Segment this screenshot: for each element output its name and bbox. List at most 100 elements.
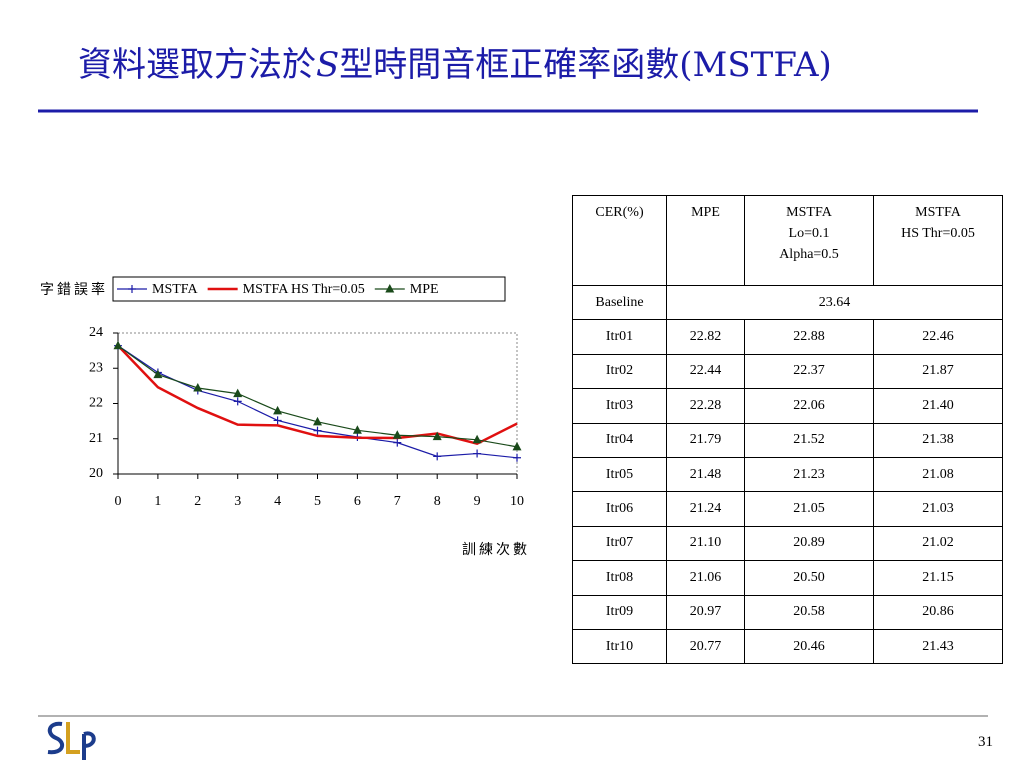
series-line bbox=[117, 344, 518, 446]
x-axis-title: 訓練次數 bbox=[462, 542, 530, 558]
table-cell: 22.28 bbox=[666, 388, 745, 424]
table-cell: Itr08 bbox=[572, 560, 667, 596]
marker bbox=[433, 452, 442, 461]
x-tick-label: 1 bbox=[154, 494, 161, 509]
x-tick-label: 5 bbox=[314, 494, 321, 509]
table-cell: 21.06 bbox=[666, 560, 745, 596]
marker bbox=[393, 438, 402, 447]
slide-title: 資料選取方法於S型時間音框正確率函數(MSTFA) bbox=[78, 45, 832, 85]
table-cell: 21.23 bbox=[744, 456, 874, 493]
table-row: Itr08 21.06 20.50 21.15 bbox=[572, 560, 1003, 596]
page-number: 31 bbox=[978, 734, 993, 750]
marker bbox=[233, 397, 242, 406]
table-cell: MPE bbox=[666, 195, 745, 286]
table-cell: Baseline bbox=[572, 284, 667, 321]
marker bbox=[385, 284, 395, 293]
marker bbox=[473, 449, 482, 458]
marker bbox=[352, 425, 362, 434]
header-line: MPE bbox=[691, 205, 720, 220]
table-row: Itr06 21.24 21.05 21.03 bbox=[572, 491, 1003, 527]
table-row: Itr02 22.44 22.37 21.87 bbox=[572, 353, 1003, 390]
table-cell: 21.40 bbox=[873, 388, 1003, 424]
table-cell: 21.08 bbox=[873, 456, 1003, 493]
table-cell: Itr07 bbox=[572, 525, 667, 562]
table-cell: 21.48 bbox=[666, 456, 745, 493]
table-row: Baseline 23.64 bbox=[572, 284, 1003, 321]
marker bbox=[472, 434, 482, 444]
table-row: Itr10 20.77 20.46 21.43 bbox=[572, 628, 1003, 665]
x-tick-label: 6 bbox=[354, 494, 361, 509]
table-cell: 21.10 bbox=[666, 525, 745, 562]
table-cell: 21.03 bbox=[873, 491, 1003, 527]
x-tick-label: 3 bbox=[234, 494, 241, 509]
table-cell: Itr02 bbox=[572, 353, 667, 390]
x-tick-label: 8 bbox=[434, 494, 441, 509]
table-cell: MSTFA HS Thr=0.05 bbox=[873, 195, 1003, 286]
y-tick-label: 24 bbox=[89, 325, 103, 340]
results-table: CER(%) MPE MSTFA Lo=0.1 Alpha=0.5 MSTFA HS Thr… bbox=[572, 195, 1003, 665]
table-cell: 21.43 bbox=[873, 628, 1003, 665]
marker bbox=[432, 431, 442, 441]
table-cell: 20.86 bbox=[873, 594, 1003, 630]
table-cell: 23.64 bbox=[666, 284, 1003, 321]
table-cell: 21.79 bbox=[666, 422, 745, 458]
table-cell: 22.44 bbox=[666, 353, 745, 390]
table-cell: 21.15 bbox=[873, 560, 1003, 596]
table-row: CER(%) MPE MSTFA Lo=0.1 Alpha=0.5 MSTFA HS Thr… bbox=[572, 195, 1003, 286]
legend-box bbox=[112, 276, 506, 302]
table-row: Itr05 21.48 21.23 21.08 bbox=[572, 456, 1003, 493]
table-cell: 21.02 bbox=[873, 525, 1003, 562]
table-cell: MSTFA Lo=0.1 Alpha=0.5 bbox=[744, 195, 874, 286]
marker bbox=[153, 369, 163, 379]
table-cell: 21.38 bbox=[873, 422, 1003, 458]
legend-label: MSTFA HS Thr=0.05 bbox=[243, 282, 365, 297]
table-row: Itr03 22.28 22.06 21.40 bbox=[572, 388, 1003, 424]
table-cell: 22.37 bbox=[744, 353, 874, 390]
table-cell: 22.06 bbox=[744, 388, 874, 424]
y-tick-label: 22 bbox=[89, 396, 103, 411]
marker bbox=[313, 416, 322, 426]
table-row: Itr07 21.10 20.89 21.02 bbox=[572, 525, 1003, 562]
x-tick-label: 0 bbox=[115, 494, 122, 509]
legend-label: MSTFA bbox=[152, 282, 199, 297]
title-part: 資料選取方法於 bbox=[78, 45, 316, 85]
x-tick-label: 10 bbox=[510, 494, 524, 509]
marker bbox=[512, 441, 522, 451]
x-tick-label: 2 bbox=[194, 494, 201, 509]
title-part: S bbox=[316, 45, 339, 85]
table-cell: 20.77 bbox=[666, 628, 745, 665]
table-cell: 20.89 bbox=[744, 525, 874, 562]
x-tick-label: 4 bbox=[274, 494, 281, 509]
header-line: HS Thr=0.05 bbox=[901, 226, 975, 241]
marker bbox=[128, 285, 136, 293]
y-tick-label: 23 bbox=[89, 360, 103, 375]
table-cell: 21.24 bbox=[666, 491, 745, 527]
table-cell: 21.52 bbox=[744, 422, 874, 458]
legend-label: MPE bbox=[410, 282, 439, 297]
table-cell: 21.87 bbox=[873, 353, 1003, 390]
x-tick-label: 7 bbox=[394, 494, 401, 509]
table-cell: 20.58 bbox=[744, 594, 874, 630]
table-cell: 20.50 bbox=[744, 560, 874, 596]
marker bbox=[193, 382, 203, 392]
header-line: MSTFA bbox=[786, 205, 832, 220]
logo bbox=[47, 721, 96, 760]
table-cell: 22.82 bbox=[666, 319, 745, 355]
table-cell: Itr01 bbox=[572, 319, 667, 355]
header-line: Alpha=0.5 bbox=[779, 247, 839, 262]
marker bbox=[113, 340, 123, 350]
table-row: Itr01 22.82 22.88 22.46 bbox=[572, 319, 1003, 355]
marker bbox=[513, 453, 521, 462]
table-cell: 20.97 bbox=[666, 594, 745, 630]
table-row: Itr04 21.79 21.52 21.38 bbox=[572, 422, 1003, 458]
plot-frame bbox=[118, 332, 518, 474]
table-cell: 22.88 bbox=[744, 319, 874, 355]
table-cell: Itr06 bbox=[572, 491, 667, 527]
y-tick-label: 21 bbox=[89, 431, 103, 446]
table-cell: CER(%) bbox=[572, 195, 667, 286]
series-line bbox=[117, 345, 518, 459]
marker bbox=[313, 426, 322, 435]
marker bbox=[392, 430, 402, 439]
